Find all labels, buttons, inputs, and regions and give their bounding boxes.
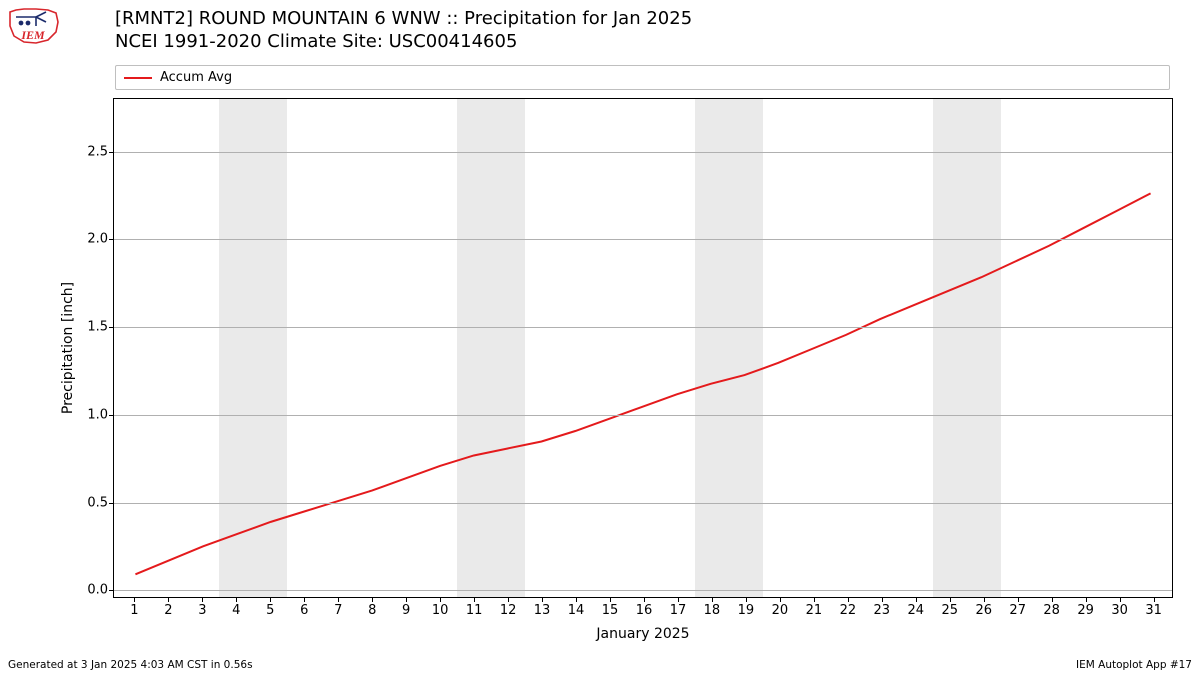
xtick-label: 16 <box>636 597 653 618</box>
ytick-label: 1.5 <box>87 320 114 335</box>
xtick-label: 20 <box>772 597 789 618</box>
footer-right: IEM Autoplot App #17 <box>1076 659 1192 671</box>
xtick-label: 5 <box>266 597 274 618</box>
xtick-label: 25 <box>941 597 958 618</box>
chart-title: [RMNT2] ROUND MOUNTAIN 6 WNW :: Precipit… <box>115 8 692 53</box>
ytick-label: 0.0 <box>87 583 114 598</box>
chart-root: IEM [RMNT2] ROUND MOUNTAIN 6 WNW :: Prec… <box>0 0 1200 675</box>
gridline <box>114 327 1172 328</box>
xtick-label: 23 <box>874 597 891 618</box>
xtick-label: 3 <box>198 597 206 618</box>
xtick-label: 19 <box>738 597 755 618</box>
weather-glyph <box>16 12 46 26</box>
xtick-label: 6 <box>300 597 308 618</box>
legend-label: Accum Avg <box>160 70 232 85</box>
x-axis-label: January 2025 <box>596 626 689 642</box>
y-axis-label: Precipitation [inch] <box>60 282 76 414</box>
xtick-label: 30 <box>1111 597 1128 618</box>
xtick-label: 31 <box>1145 597 1162 618</box>
title-line1: [RMNT2] ROUND MOUNTAIN 6 WNW :: Precipit… <box>115 8 692 31</box>
xtick-label: 28 <box>1043 597 1060 618</box>
ytick-label: 2.5 <box>87 144 114 159</box>
legend-swatch <box>124 77 152 79</box>
xtick-label: 1 <box>130 597 138 618</box>
xtick-label: 22 <box>840 597 857 618</box>
xtick-label: 13 <box>534 597 551 618</box>
xtick-label: 12 <box>500 597 517 618</box>
line-layer <box>114 99 1172 597</box>
xtick-label: 10 <box>432 597 449 618</box>
legend: Accum Avg <box>115 65 1170 90</box>
ytick-label: 1.0 <box>87 407 114 422</box>
plot-area: 0.00.51.01.52.02.51234567891011121314151… <box>113 98 1173 598</box>
xtick-label: 4 <box>232 597 240 618</box>
xtick-label: 7 <box>334 597 342 618</box>
xtick-label: 11 <box>466 597 483 618</box>
ytick-label: 2.0 <box>87 232 114 247</box>
xtick-label: 2 <box>164 597 172 618</box>
xtick-label: 14 <box>568 597 585 618</box>
ytick-label: 0.5 <box>87 495 114 510</box>
gridline <box>114 590 1172 591</box>
title-line2: NCEI 1991-2020 Climate Site: USC00414605 <box>115 31 692 54</box>
xtick-label: 27 <box>1009 597 1026 618</box>
xtick-label: 26 <box>975 597 992 618</box>
xtick-label: 9 <box>402 597 410 618</box>
gridline <box>114 503 1172 504</box>
series-line <box>135 193 1150 574</box>
xtick-label: 24 <box>908 597 925 618</box>
xtick-label: 15 <box>602 597 619 618</box>
xtick-label: 18 <box>704 597 721 618</box>
xtick-label: 21 <box>806 597 823 618</box>
footer-left: Generated at 3 Jan 2025 4:03 AM CST in 0… <box>8 659 253 671</box>
iem-logo: IEM <box>6 6 60 46</box>
gridline <box>114 152 1172 153</box>
xtick-label: 8 <box>368 597 376 618</box>
gridline <box>114 415 1172 416</box>
xtick-label: 29 <box>1077 597 1094 618</box>
logo-text: IEM <box>20 28 45 42</box>
gridline <box>114 239 1172 240</box>
xtick-label: 17 <box>670 597 687 618</box>
